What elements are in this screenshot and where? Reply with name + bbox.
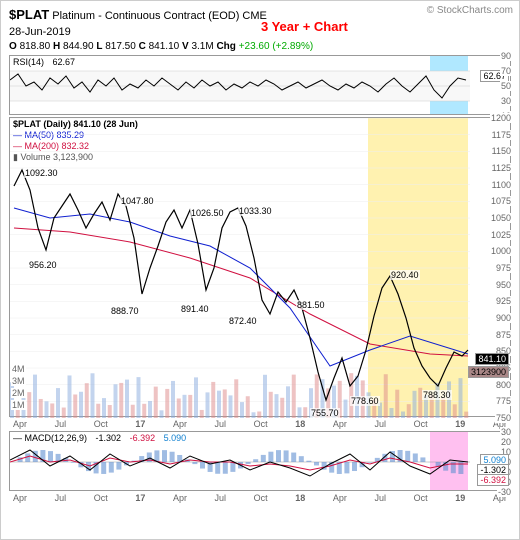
chg-value: +23.60 (+2.89%) xyxy=(239,41,314,52)
ohlc-row: O 818.80 H 844.90 L 817.50 C 841.10 V 3.… xyxy=(5,40,515,53)
x-axis-labels-bottom: AprJulOct17AprJulOct18AprJulOct19Apr xyxy=(5,493,515,503)
chart-title: 3 Year + Chart xyxy=(261,19,348,34)
rsi-panel: RSI(14) 62.67 62.67 1030507090 xyxy=(9,55,511,115)
symbol: $PLAT xyxy=(9,7,49,22)
watermark: © StockCharts.com xyxy=(427,5,513,16)
macd-plot xyxy=(10,432,470,492)
chart-container: © StockCharts.com $PLAT Platinum - Conti… xyxy=(0,0,520,540)
price-plot xyxy=(10,118,470,418)
chart-date: 28-Jun-2019 xyxy=(5,24,515,40)
symbol-desc: Platinum - Continuous Contract (EOD) CME xyxy=(52,10,267,22)
price-panel: $PLAT (Daily) 841.10 (28 Jun) — MA(50) 8… xyxy=(9,117,511,417)
x-axis-labels: AprJulOct17AprJulOct18AprJulOct19Apr xyxy=(5,419,515,429)
rsi-plot xyxy=(10,56,470,116)
macd-panel: — MACD(12,26,9) -1.302 -6.392 5.090 -30-… xyxy=(9,431,511,491)
